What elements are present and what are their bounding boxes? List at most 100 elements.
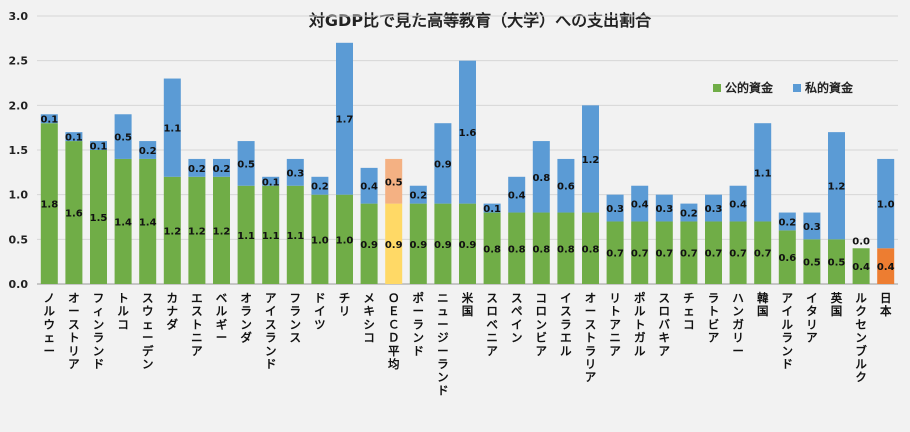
category-label-char: ス	[68, 317, 80, 331]
category-label-char: イ	[560, 291, 572, 305]
bar-private	[606, 194, 624, 222]
data-label-public: 0.8	[557, 244, 575, 255]
category-label-char: ー	[585, 304, 597, 318]
data-label-public: 1.4	[139, 217, 157, 228]
bar-private	[188, 158, 206, 177]
data-label-private: 1.6	[459, 128, 477, 139]
category-label-char: ガ	[634, 331, 646, 345]
bar-private	[40, 114, 58, 124]
bar-private	[114, 114, 132, 159]
category-label-char: ル	[634, 344, 646, 358]
category-label-char: ベ	[486, 317, 498, 331]
category-label-char: ン	[142, 357, 154, 371]
category-label-char: ス	[142, 291, 154, 305]
data-label-private: 0.2	[409, 191, 427, 202]
category-label-char: ロ	[536, 304, 548, 318]
category-label-char: ェ	[142, 317, 154, 331]
category-label-char: ド	[413, 344, 425, 358]
bar-private	[385, 158, 403, 204]
data-label-public: 0.6	[778, 253, 796, 264]
data-label-public: 0.7	[631, 249, 649, 260]
data-label-private: 0.2	[139, 146, 157, 157]
data-label-public: 0.8	[508, 244, 526, 255]
data-label-private: 0.2	[311, 182, 329, 193]
bar-public	[828, 239, 845, 284]
data-label-public: 1.8	[40, 200, 58, 211]
category-label-char: ラ	[413, 317, 425, 331]
category-label-char: リ	[68, 344, 80, 358]
category-label-char: ア	[486, 344, 498, 358]
category-label-char: ル	[44, 304, 56, 318]
data-label-private: 1.2	[828, 182, 846, 193]
bar-private	[680, 203, 698, 222]
bar-public	[311, 194, 329, 284]
category-label-char: ア	[659, 344, 671, 358]
category-label-char: キ	[363, 304, 375, 318]
data-label-public: 0.9	[459, 240, 477, 251]
category-label-char: ル	[855, 357, 867, 371]
bar-private	[877, 158, 895, 249]
category-label-char: ス	[560, 304, 572, 318]
category-label-char: ロ	[659, 304, 671, 318]
category-label-char: ラ	[265, 331, 277, 345]
data-label-public: 1.4	[114, 217, 132, 228]
bar-public	[655, 221, 673, 284]
category-label-char: ド	[265, 357, 277, 371]
data-label-private: 0.1	[40, 115, 58, 126]
data-label-private: 0.8	[532, 173, 550, 184]
category-label-char: ル	[216, 304, 228, 318]
category-label-char: ス	[191, 304, 203, 318]
category-label-char: ン	[93, 317, 105, 331]
data-label-private: 0.1	[90, 142, 108, 153]
bar-public	[65, 141, 83, 284]
category-label-char: ド	[437, 383, 449, 397]
data-label-public: 1.1	[262, 231, 280, 242]
category-label-char: ス	[290, 331, 302, 345]
category-label-char: Ｏ	[388, 291, 400, 305]
data-label-public: 0.8	[532, 244, 550, 255]
category-label-char: ス	[511, 291, 523, 305]
category-label-char: ラ	[708, 291, 720, 305]
category-label-char: ニ	[191, 331, 203, 345]
bar-public	[754, 221, 772, 284]
category-label-char: ラ	[437, 357, 449, 371]
bar-private	[459, 60, 476, 204]
category-label-char: リ	[609, 291, 621, 305]
category-label-char: ト	[68, 331, 80, 345]
bar-public	[114, 158, 132, 284]
bar-public	[803, 239, 821, 284]
legend: 公的資金 私的資金	[706, 77, 872, 99]
category-label-char: イ	[782, 304, 794, 318]
category-label-char: ィ	[93, 304, 105, 318]
data-label-public: 0.5	[828, 258, 846, 269]
chart-title: 対GDP比で見た高等教育（大学）への支出割合	[308, 11, 652, 30]
data-label-private: 1.0	[877, 200, 895, 211]
data-label-public: 1.6	[65, 209, 83, 220]
category-label-char: ス	[659, 291, 671, 305]
category-label-char: イ	[265, 304, 277, 318]
category-label-char: ン	[265, 344, 277, 358]
bar-public	[606, 221, 624, 284]
data-label-public: 0.7	[705, 249, 723, 260]
category-label-char: ア	[536, 344, 548, 358]
category-label-char: 英	[830, 291, 843, 305]
legend-swatch-private	[793, 84, 801, 92]
category-label-char: イ	[511, 317, 523, 331]
category-label-char: Ｅ	[388, 304, 400, 318]
bar-public	[778, 230, 796, 284]
category-label-char: ア	[585, 370, 597, 384]
data-label-public: 1.0	[311, 235, 329, 246]
category-label-char: リ	[806, 317, 818, 331]
category-label-char: ア	[609, 317, 621, 331]
data-label-public: 0.9	[409, 240, 427, 251]
bar-private	[483, 203, 501, 213]
category-label-char: ア	[609, 344, 621, 358]
category-label-char: チ	[339, 291, 351, 305]
data-label-private: 0.4	[360, 182, 378, 193]
category-label-char: ー	[413, 304, 425, 318]
data-label-private: 0.2	[680, 209, 698, 220]
bar-private	[434, 123, 452, 204]
category-label-char: オ	[585, 291, 597, 305]
data-label-public: 1.1	[237, 231, 255, 242]
category-label-char: ア	[68, 357, 80, 371]
